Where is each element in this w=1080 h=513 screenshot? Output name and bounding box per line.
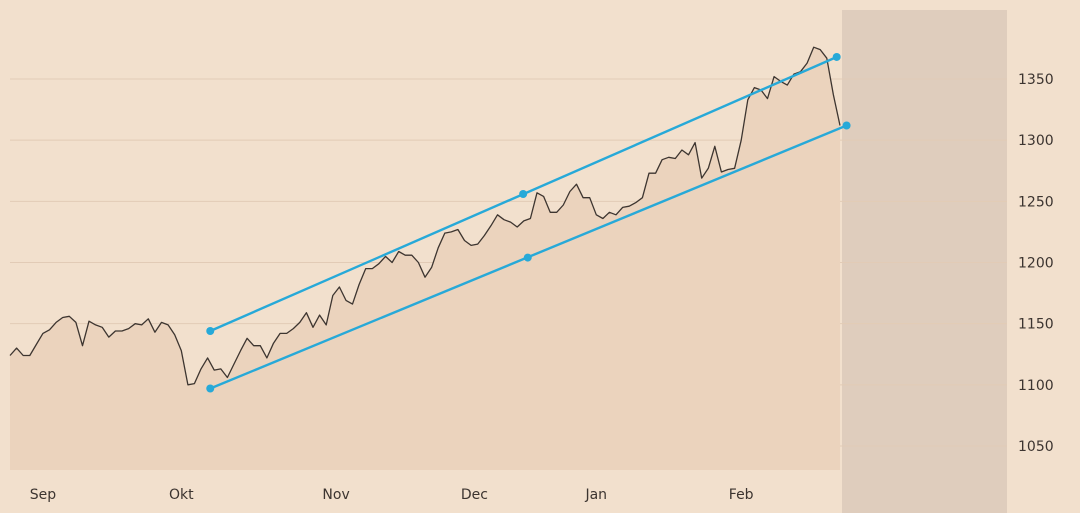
y-tick-label: 1150 xyxy=(1018,317,1054,333)
y-axis-labels: 1050 1100 1150 1200 1250 1300 1350 xyxy=(1018,72,1054,455)
x-tick-label: Okt xyxy=(169,487,194,503)
x-tick-label: Sep xyxy=(30,487,57,503)
channel-anchor-lower[interactable] xyxy=(523,253,532,262)
price-area xyxy=(10,47,840,470)
x-axis-labels: Sep Okt Nov Dec Jan Feb xyxy=(30,487,754,503)
x-tick-label: Dec xyxy=(461,487,488,503)
y-tick-label: 1050 xyxy=(1018,439,1054,455)
y-tick-label: 1350 xyxy=(1018,72,1054,88)
trend-channel xyxy=(206,52,851,393)
x-tick-label: Nov xyxy=(322,487,349,503)
channel-anchor-upper[interactable] xyxy=(519,189,528,198)
channel-anchor-lower[interactable] xyxy=(206,384,215,393)
y-tick-label: 1200 xyxy=(1018,255,1054,271)
y-tick-label: 1100 xyxy=(1018,378,1054,394)
price-line xyxy=(9,46,841,386)
x-tick-label: Feb xyxy=(729,487,754,503)
channel-anchor-lower[interactable] xyxy=(842,121,851,130)
y-tick-label: 1250 xyxy=(1018,194,1054,210)
channel-anchor-upper[interactable] xyxy=(206,326,215,335)
y-tick-label: 1300 xyxy=(1018,133,1054,149)
x-tick-label: Jan xyxy=(584,487,607,503)
future-shade-region xyxy=(842,10,1007,513)
channel-anchor-upper[interactable] xyxy=(832,52,841,61)
